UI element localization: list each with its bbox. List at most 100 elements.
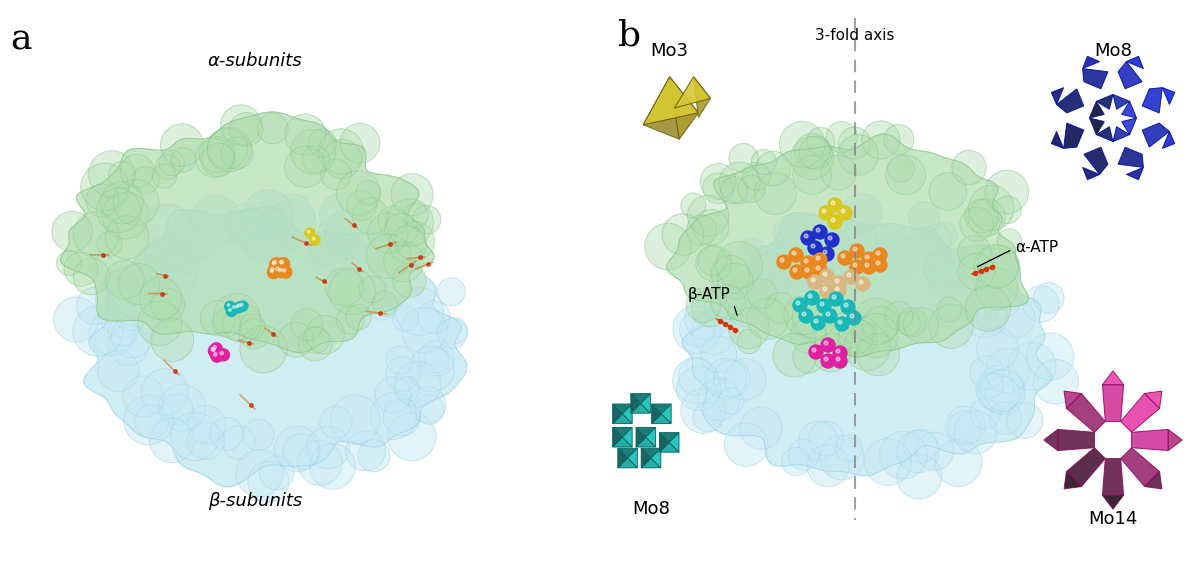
Circle shape xyxy=(358,440,390,471)
Circle shape xyxy=(1033,282,1064,313)
Polygon shape xyxy=(1064,471,1081,489)
Circle shape xyxy=(883,125,914,155)
Circle shape xyxy=(680,388,726,434)
Circle shape xyxy=(952,151,986,185)
Circle shape xyxy=(996,298,1036,337)
Circle shape xyxy=(904,307,938,342)
Circle shape xyxy=(853,298,900,345)
Circle shape xyxy=(821,354,835,368)
Circle shape xyxy=(1008,342,1056,391)
Circle shape xyxy=(835,434,863,462)
Circle shape xyxy=(274,264,286,276)
Circle shape xyxy=(978,372,1003,397)
Circle shape xyxy=(696,246,732,281)
Circle shape xyxy=(220,351,223,355)
Polygon shape xyxy=(660,443,679,452)
Polygon shape xyxy=(1103,371,1123,385)
Circle shape xyxy=(323,139,361,178)
Circle shape xyxy=(122,376,163,417)
Circle shape xyxy=(158,384,205,431)
Circle shape xyxy=(80,163,128,211)
Circle shape xyxy=(395,221,434,261)
Circle shape xyxy=(744,246,779,281)
Polygon shape xyxy=(1084,147,1108,174)
Circle shape xyxy=(310,235,320,245)
Circle shape xyxy=(709,264,736,290)
Circle shape xyxy=(155,155,180,179)
Circle shape xyxy=(440,318,467,344)
Circle shape xyxy=(145,235,186,275)
Circle shape xyxy=(842,194,882,233)
Circle shape xyxy=(985,376,1020,411)
Circle shape xyxy=(838,206,852,220)
Circle shape xyxy=(424,348,449,372)
Circle shape xyxy=(662,214,703,255)
Circle shape xyxy=(298,440,342,486)
Circle shape xyxy=(680,193,706,218)
Circle shape xyxy=(302,145,329,173)
Circle shape xyxy=(238,301,248,311)
Circle shape xyxy=(728,308,769,349)
Circle shape xyxy=(838,135,878,175)
Circle shape xyxy=(835,279,839,283)
Circle shape xyxy=(336,171,380,215)
Circle shape xyxy=(325,209,374,259)
Circle shape xyxy=(392,306,419,332)
Circle shape xyxy=(841,209,845,213)
Circle shape xyxy=(94,257,120,284)
Circle shape xyxy=(826,312,830,316)
Circle shape xyxy=(827,122,857,153)
Circle shape xyxy=(874,258,887,272)
Circle shape xyxy=(908,201,940,233)
Circle shape xyxy=(738,175,766,203)
Circle shape xyxy=(815,320,852,358)
Circle shape xyxy=(208,128,247,169)
Circle shape xyxy=(804,234,808,238)
Circle shape xyxy=(970,355,1003,389)
Circle shape xyxy=(800,250,833,282)
Circle shape xyxy=(149,251,197,298)
Polygon shape xyxy=(1163,88,1175,105)
Circle shape xyxy=(388,413,436,461)
Circle shape xyxy=(272,261,276,265)
Circle shape xyxy=(828,198,842,212)
Polygon shape xyxy=(613,414,632,423)
Circle shape xyxy=(374,377,412,413)
Circle shape xyxy=(346,305,371,330)
Text: β-ATP: β-ATP xyxy=(688,288,737,315)
Circle shape xyxy=(104,269,137,301)
Circle shape xyxy=(236,449,283,497)
Polygon shape xyxy=(652,404,661,423)
Circle shape xyxy=(793,268,797,272)
Circle shape xyxy=(318,129,364,174)
Circle shape xyxy=(172,148,196,172)
Text: Mo8: Mo8 xyxy=(1094,42,1132,60)
Polygon shape xyxy=(650,448,661,468)
Circle shape xyxy=(418,301,450,333)
Circle shape xyxy=(740,407,782,449)
Circle shape xyxy=(162,394,193,425)
Circle shape xyxy=(856,277,870,291)
Circle shape xyxy=(826,233,839,247)
Circle shape xyxy=(142,368,188,415)
Polygon shape xyxy=(652,414,671,423)
Circle shape xyxy=(307,230,310,233)
Circle shape xyxy=(829,292,842,306)
Circle shape xyxy=(409,346,455,392)
Circle shape xyxy=(822,209,826,213)
Circle shape xyxy=(367,213,408,253)
Polygon shape xyxy=(682,213,1051,476)
Circle shape xyxy=(876,261,880,265)
Text: 3-fold axis: 3-fold axis xyxy=(815,28,895,43)
Circle shape xyxy=(865,255,869,259)
Circle shape xyxy=(275,426,320,471)
Circle shape xyxy=(857,333,899,376)
Circle shape xyxy=(694,209,728,245)
Circle shape xyxy=(239,319,269,349)
Circle shape xyxy=(254,200,283,229)
Circle shape xyxy=(809,345,823,359)
Circle shape xyxy=(725,359,766,400)
Circle shape xyxy=(833,346,847,360)
Circle shape xyxy=(779,122,824,167)
Circle shape xyxy=(89,310,134,355)
